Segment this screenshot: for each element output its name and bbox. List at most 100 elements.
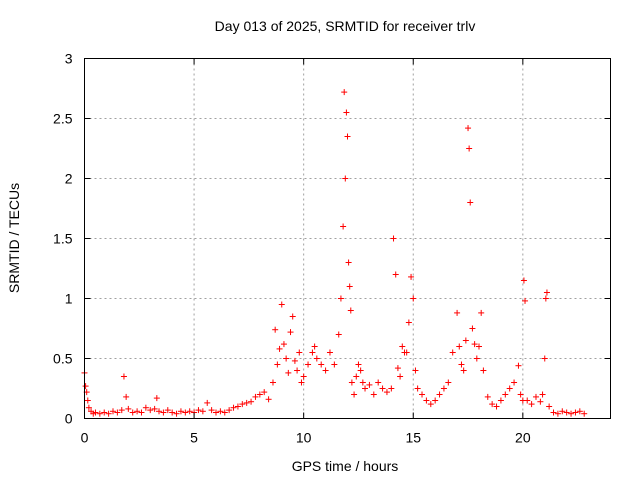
data-point — [343, 109, 350, 116]
data-point — [337, 295, 344, 302]
x-axis-label: GPS time / hours — [292, 458, 399, 474]
data-point — [497, 397, 504, 404]
data-point — [392, 271, 399, 278]
data-point — [394, 365, 401, 372]
data-point — [221, 409, 228, 416]
data-point — [199, 408, 206, 415]
data-point — [528, 401, 535, 408]
data-point — [543, 289, 550, 296]
data-point — [576, 408, 583, 415]
data-point — [305, 361, 312, 368]
data-point — [213, 409, 219, 416]
data-point — [335, 331, 342, 338]
data-point — [265, 396, 272, 403]
data-point — [489, 401, 496, 408]
data-point — [546, 403, 553, 410]
data-point — [465, 125, 472, 132]
data-point — [572, 409, 579, 416]
data-point — [559, 408, 566, 415]
data-point — [285, 369, 292, 376]
y-axis-ticks: 0 0.5 1 1.5 2 2.5 3 — [53, 51, 611, 427]
data-point — [532, 393, 539, 400]
data-point — [177, 408, 184, 415]
data-point — [322, 367, 329, 374]
data-point — [345, 259, 352, 266]
data-point — [105, 410, 112, 417]
data-point — [195, 407, 202, 414]
data-point — [160, 409, 167, 416]
y-tick-label: 3 — [65, 51, 73, 67]
data-point — [182, 409, 189, 416]
data-point — [462, 337, 469, 344]
data-point — [239, 401, 246, 408]
data-point — [390, 235, 397, 242]
x-tick-label: 15 — [405, 430, 421, 446]
data-point — [230, 404, 237, 411]
data-point — [114, 409, 121, 416]
data-point — [410, 295, 417, 302]
data-point — [537, 398, 544, 405]
data-point — [524, 397, 531, 404]
data-point — [164, 407, 171, 414]
data-point — [129, 409, 136, 416]
data-point — [456, 343, 463, 350]
data-point — [300, 373, 307, 380]
data-point — [522, 297, 529, 304]
data-point — [550, 409, 557, 416]
data-point — [134, 408, 141, 415]
data-point — [341, 89, 348, 96]
data-point — [348, 379, 355, 386]
data-point — [269, 379, 276, 386]
data-point — [469, 325, 476, 332]
data-point — [84, 397, 91, 404]
data-point — [344, 133, 351, 140]
data-point — [408, 273, 415, 280]
data-point — [353, 373, 360, 380]
y-tick-label: 1 — [65, 291, 73, 307]
data-point — [138, 409, 145, 416]
data-point — [419, 391, 426, 398]
data-point — [340, 223, 347, 230]
data-point — [347, 307, 354, 314]
data-point — [379, 385, 386, 392]
data-point — [248, 398, 255, 405]
data-point — [480, 367, 487, 374]
data-point — [120, 373, 127, 380]
data-point — [397, 373, 404, 380]
y-axis-label: SRMTID / TECUs — [6, 183, 22, 293]
data-point — [399, 343, 406, 350]
y-tick-label: 0 — [65, 411, 73, 427]
data-point — [326, 349, 333, 356]
data-point — [383, 389, 390, 396]
data-point — [256, 391, 263, 398]
data-point — [403, 349, 410, 356]
data-point — [351, 391, 358, 398]
data-point — [280, 341, 287, 348]
data-point — [226, 407, 233, 414]
data-point — [243, 399, 250, 406]
data-point — [92, 409, 99, 416]
data-point — [298, 379, 305, 386]
data-point — [370, 391, 377, 398]
y-tick-label: 2.5 — [53, 111, 73, 127]
data-point — [142, 404, 149, 411]
data-point — [563, 409, 570, 416]
y-tick-label: 1.5 — [53, 231, 73, 247]
data-point — [458, 361, 465, 368]
y-tick-label: 0.5 — [53, 351, 73, 367]
data-point — [294, 367, 301, 374]
data-point — [405, 319, 412, 326]
data-point — [125, 405, 132, 412]
data-point — [460, 367, 467, 374]
data-point — [554, 410, 561, 417]
data-point — [432, 397, 439, 404]
data-point — [568, 410, 575, 417]
data-point — [156, 408, 163, 415]
data-point — [291, 357, 298, 364]
grid-lines — [84, 58, 611, 419]
data-point — [506, 385, 513, 392]
data-point — [581, 410, 588, 417]
x-tick-label: 5 — [190, 430, 198, 446]
data-point — [101, 409, 108, 416]
